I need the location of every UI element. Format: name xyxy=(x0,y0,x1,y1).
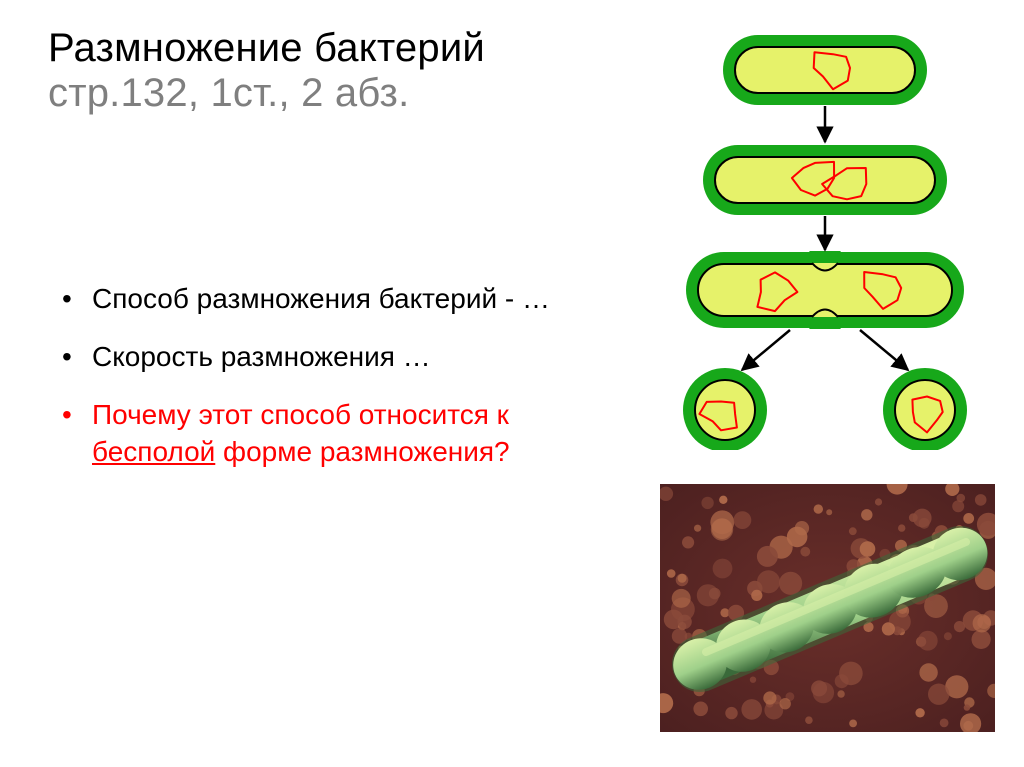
bullet-item-1: Скорость размножения … xyxy=(56,338,596,376)
cell-c5 xyxy=(883,368,967,450)
title-line2: стр.132, 1ст., 2 абз. xyxy=(48,71,608,116)
bullet-list: Способ размножения бактерий - … Скорость … xyxy=(56,280,596,491)
arrow xyxy=(742,330,790,370)
cell-c1 xyxy=(723,35,927,105)
cell-c4 xyxy=(683,368,767,450)
title-block: Размножение бактерий стр.132, 1ст., 2 аб… xyxy=(48,26,608,116)
title-line1: Размножение бактерий xyxy=(48,26,608,71)
cell-c2 xyxy=(703,145,947,215)
bacteria-micrograph xyxy=(660,484,995,732)
arrow xyxy=(860,330,908,370)
binary-fission-diagram xyxy=(660,20,990,450)
slide: Размножение бактерий стр.132, 1ст., 2 аб… xyxy=(0,0,1024,767)
bullet-item-2: Почему этот способ относится к бесполой … xyxy=(56,396,596,472)
cell-c3 xyxy=(686,251,964,329)
bullet-item-0: Способ размножения бактерий - … xyxy=(56,280,596,318)
